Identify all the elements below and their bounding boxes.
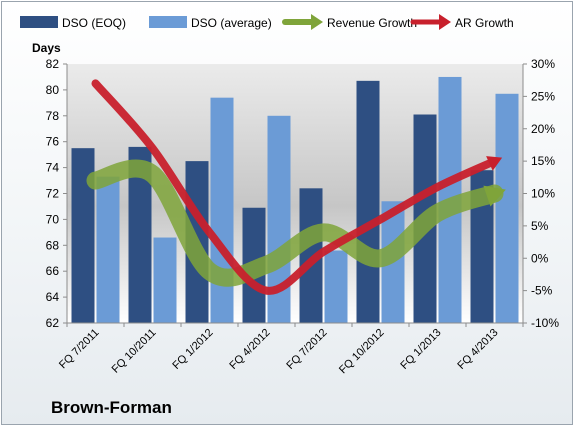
bar-dso-eoq-1 [71, 148, 95, 323]
y-left-tick-label: 80 [46, 83, 60, 97]
y-left-tick-label: 72 [46, 187, 60, 201]
y-right-tick-label: 5% [531, 219, 549, 233]
legend-swatch-dso-eoq [20, 16, 58, 28]
y-right-tick-label: 20% [531, 122, 555, 136]
x-category-label: FQ 7/2012 [284, 327, 329, 372]
y-right-tick-label: 15% [531, 154, 555, 168]
bar-dso-average-1 [96, 176, 120, 323]
bar-dso-average-8 [495, 93, 519, 323]
y-right-tick-label: -5% [531, 284, 553, 298]
y-right-tick-label: 0% [531, 251, 549, 265]
x-category-label: FQ 4/2012 [227, 327, 272, 372]
legend-label: AR Growth [455, 16, 514, 30]
y-left-tick-label: 64 [46, 290, 60, 304]
line-revenue-growth [86, 159, 504, 287]
y-right-tick-label: 30% [531, 57, 555, 71]
y-left-tick-label: 70 [46, 212, 60, 226]
lines-layer [86, 79, 506, 295]
y-left-tick-label: 76 [46, 135, 60, 149]
bar-dso-eoq-6 [356, 80, 380, 324]
y-left-tick-label: 66 [46, 264, 60, 278]
y-axis-title: Days [32, 41, 61, 55]
x-category-label: FQ 10/2012 [337, 327, 387, 377]
legend-arrow-icon [311, 14, 323, 30]
y-right-tick-label: 10% [531, 187, 555, 201]
x-category-label: FQ 1/2013 [398, 327, 443, 372]
legend-label: DSO (average) [191, 16, 272, 30]
x-category-label: FQ 1/2012 [170, 327, 215, 372]
legend: DSO (EOQ) DSO (average) Revenue Growth AR G… [20, 14, 514, 30]
legend-swatch-dso-average [149, 16, 187, 28]
y-left-tick-label: 74 [46, 161, 60, 175]
legend-label: Revenue Growth [327, 16, 417, 30]
y-left-tick-label: 78 [46, 109, 60, 123]
bar-dso-average-5 [324, 250, 348, 323]
y-right-tick-label: -10% [531, 316, 559, 330]
arrowhead-ar-growth [486, 156, 503, 171]
y-left-tick-label: 82 [46, 57, 60, 71]
y-left-tick-label: 62 [46, 316, 60, 330]
bar-dso-eoq-5 [299, 188, 323, 323]
legend-label: DSO (EOQ) [62, 16, 126, 30]
line-ar-growth [91, 79, 499, 295]
y-right-tick-label: 25% [531, 89, 555, 103]
x-category-label: FQ 4/2013 [455, 327, 500, 372]
x-category-label: FQ 10/2011 [110, 327, 159, 376]
x-category-label: FQ 7/2011 [57, 327, 102, 372]
bar-dso-eoq-2 [128, 146, 152, 323]
legend-arrow-icon [439, 14, 451, 30]
bar-dso-average-2 [153, 237, 177, 323]
y-left-tick-label: 68 [46, 238, 60, 252]
bar-dso-eoq-8 [470, 170, 494, 323]
company-name: Brown-Forman [51, 398, 172, 417]
arrowhead-revenue-growth [483, 185, 506, 207]
bar-dso-average-3 [210, 97, 234, 323]
